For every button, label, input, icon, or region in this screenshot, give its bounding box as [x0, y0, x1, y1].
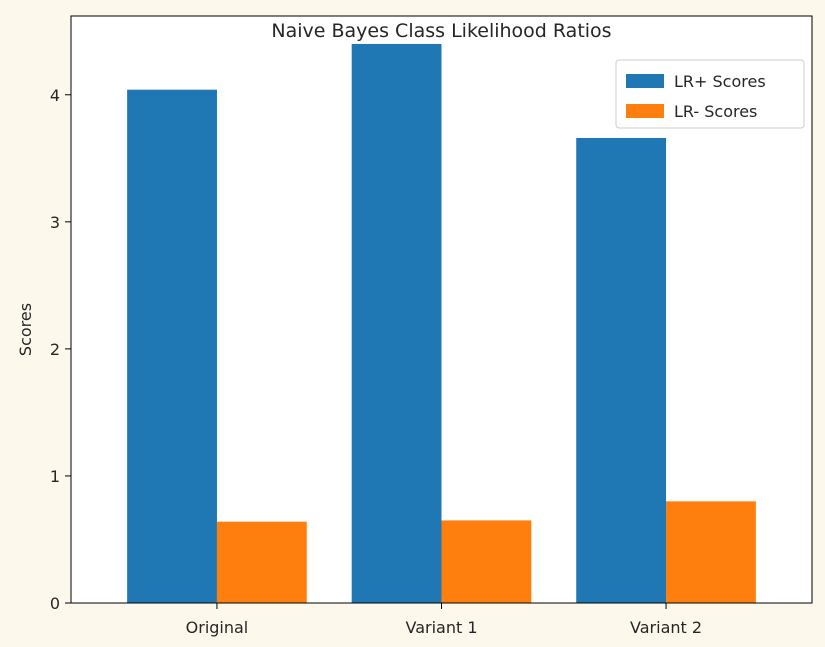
- y-tick-label: 2: [50, 340, 60, 359]
- x-tick-label-variant-2: Variant 2: [630, 618, 702, 637]
- bars: [127, 43, 756, 604]
- x-tick-label-variant-1: Variant 1: [405, 618, 477, 637]
- y-tick-label: 1: [50, 467, 60, 486]
- chart-title: Naive Bayes Class Likelihood Ratios: [271, 20, 611, 42]
- y-tick-label: 3: [50, 213, 60, 232]
- legend-swatch-lr-scores: [626, 74, 664, 88]
- bar-lr-scores-variant-2: [666, 501, 756, 603]
- bar-lr-scores-variant-2: [576, 137, 667, 603]
- y-tick-label: 0: [50, 594, 60, 613]
- bar-lr-scores-original: [127, 89, 217, 604]
- bar-lr-scores-variant-1: [441, 520, 532, 603]
- y-axis-label: Scores: [16, 303, 35, 356]
- bar-lr-scores-variant-1: [351, 43, 442, 603]
- legend: LR+ Scores LR- Scores: [615, 59, 805, 129]
- legend-label-lr-scores: LR- Scores: [674, 102, 757, 121]
- y-tick-label: 4: [50, 86, 60, 105]
- x-tick-label-original: Original: [186, 618, 249, 637]
- bar-lr-scores-original: [216, 521, 307, 603]
- ticks: 0 1 2 3 4 Original Variant 1 Variant 2: [50, 86, 702, 637]
- legend-swatch-lr-scores: [626, 104, 664, 118]
- legend-label-lr-scores: LR+ Scores: [674, 72, 766, 91]
